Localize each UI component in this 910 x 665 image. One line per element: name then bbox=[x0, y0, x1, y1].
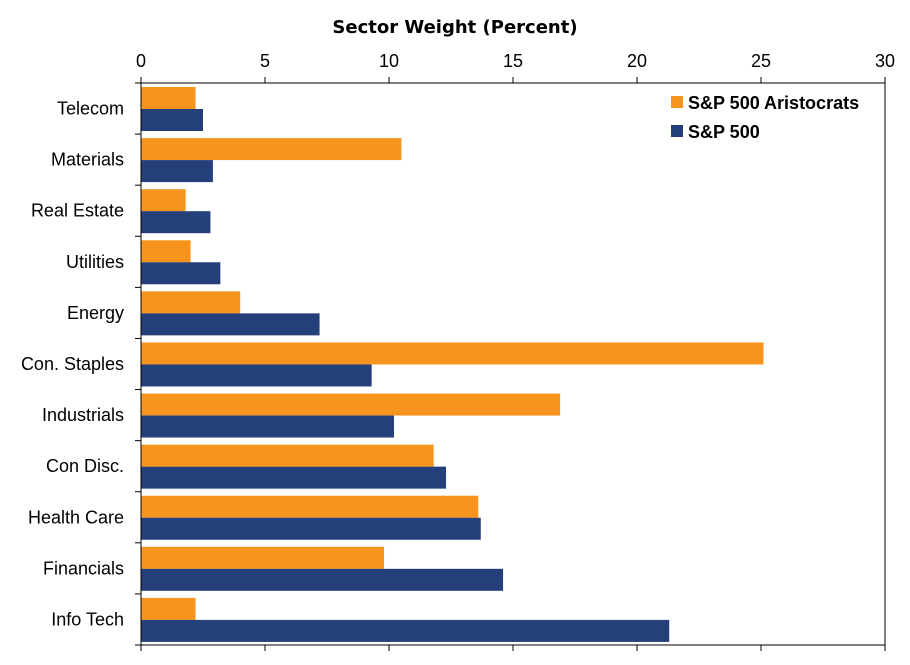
bar-aristocrats-utilities bbox=[141, 240, 191, 263]
bar-sp500-telecom bbox=[141, 109, 203, 131]
axes-layer: 0 5 10 15 20 25 30 Telecom Materials Real Estate U… bbox=[21, 51, 895, 651]
bar-aristocrats-health-care bbox=[141, 495, 479, 518]
bar-sp500-health-care bbox=[141, 517, 481, 540]
bar-aristocrats-telecom bbox=[141, 87, 196, 109]
bar-aristocrats-real-estate bbox=[141, 189, 186, 212]
bar-aristocrats-industrials bbox=[141, 393, 561, 416]
bars-layer bbox=[141, 87, 764, 642]
legend-label: S&P 500 Aristocrats bbox=[688, 93, 859, 113]
legend: S&P 500 Aristocrats S&P 500 bbox=[671, 93, 859, 142]
bar-aristocrats-financials bbox=[141, 546, 385, 569]
bar-aristocrats-energy bbox=[141, 291, 241, 314]
chart-title: Sector Weight (Percent) bbox=[332, 17, 577, 38]
bar-aristocrats-info-tech bbox=[141, 597, 196, 620]
category-label: Energy bbox=[67, 303, 124, 323]
bar-sp500-industrials bbox=[141, 415, 394, 438]
category-label: Utilities bbox=[66, 252, 124, 272]
x-tick-label: 0 bbox=[136, 51, 146, 71]
legend-swatch bbox=[671, 125, 683, 137]
bar-aristocrats-con-disc bbox=[141, 444, 434, 467]
category-label: Real Estate bbox=[31, 201, 124, 221]
bar-sp500-con-disc bbox=[141, 466, 447, 489]
bar-sp500-financials bbox=[141, 568, 504, 591]
bar-aristocrats-materials bbox=[141, 138, 402, 161]
x-tick-label: 10 bbox=[379, 51, 399, 71]
bar-sp500-con-staples bbox=[141, 364, 372, 387]
bar-sp500-utilities bbox=[141, 262, 221, 285]
bar-sp500-energy bbox=[141, 313, 320, 336]
x-tick-label: 30 bbox=[875, 51, 895, 71]
category-label: Financials bbox=[43, 558, 124, 578]
category-label: Materials bbox=[51, 150, 124, 170]
x-tick-label: 20 bbox=[627, 51, 647, 71]
bar-sp500-real-estate bbox=[141, 211, 211, 234]
legend-swatch bbox=[671, 96, 683, 108]
category-label: Con Disc. bbox=[46, 456, 124, 476]
bar-sp500-info-tech bbox=[141, 619, 670, 642]
x-tick-label: 15 bbox=[503, 51, 523, 71]
category-label: Telecom bbox=[57, 99, 124, 119]
bar-sp500-materials bbox=[141, 160, 213, 183]
x-tick-label: 25 bbox=[751, 51, 771, 71]
category-label: Industrials bbox=[42, 405, 124, 425]
x-tick-label: 5 bbox=[260, 51, 270, 71]
category-label: Con. Staples bbox=[21, 354, 124, 374]
legend-label: S&P 500 bbox=[688, 122, 760, 142]
category-label: Info Tech bbox=[51, 609, 124, 629]
bar-aristocrats-con-staples bbox=[141, 342, 764, 365]
category-label: Health Care bbox=[28, 507, 124, 527]
